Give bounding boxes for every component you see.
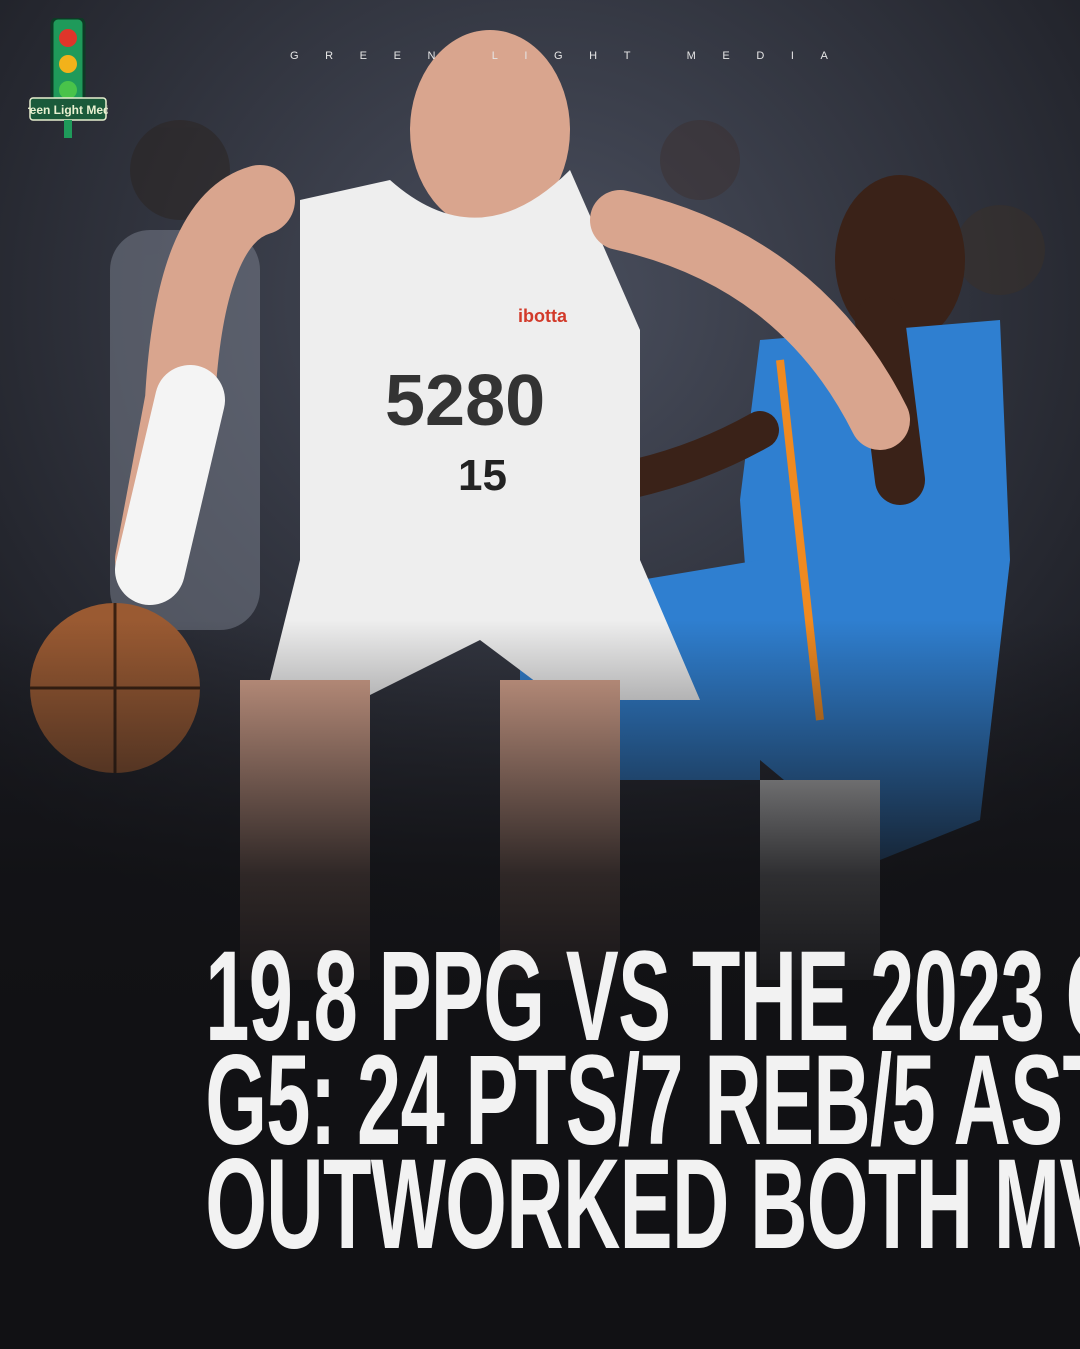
jersey-number: 15 [458,451,507,500]
bottom-fade [0,620,1080,1349]
headline: 19.8 PPG VS THE 2023 CHAMPS G5: 24 PTS/7… [0,933,1080,1276]
headline-line-3: OUTWORKED BOTH MVPS. [205,1133,1080,1276]
svg-text:Green Light Media: Green Light Media [28,103,108,117]
traffic-light-icon: Green Light Media [28,18,108,138]
jersey-number-text: 5280 [385,361,545,441]
sponsor-logo: ibotta [518,306,568,326]
